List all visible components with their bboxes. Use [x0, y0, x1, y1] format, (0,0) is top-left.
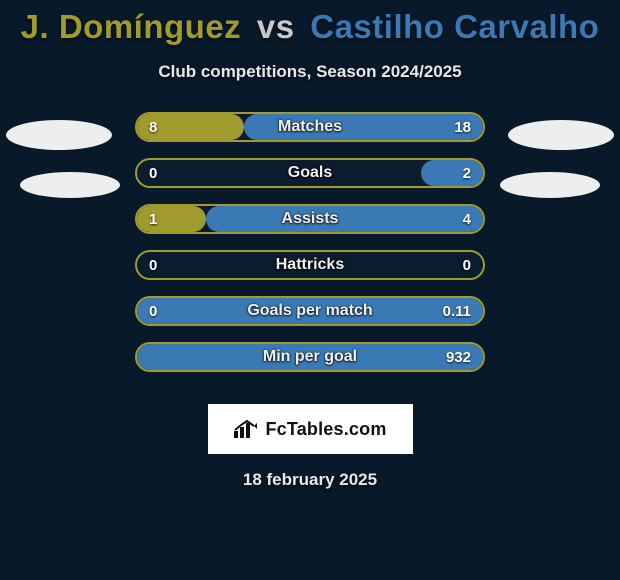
stat-bars-container: 818Matches02Goals14Assists00Hattricks00.…: [135, 112, 485, 388]
bar-fill-left: [137, 114, 244, 140]
stat-label: Hattricks: [137, 252, 483, 278]
stat-bar-row: 00.11Goals per match: [135, 296, 485, 326]
bar-fill-left: [137, 206, 206, 232]
avatar-placeholder-left-1: [6, 120, 112, 150]
bar-fill-right: [137, 344, 483, 370]
brand-box: FcTables.com: [208, 404, 413, 454]
brand-label: FcTables.com: [265, 419, 386, 440]
stat-bar-row: 0 0Hattricks: [135, 250, 485, 280]
avatar-placeholder-right-2: [500, 172, 600, 198]
stat-right-value: 0: [463, 252, 471, 278]
bar-fill-right: [137, 298, 483, 324]
stat-bar-row: 02Goals: [135, 158, 485, 188]
vs-label: vs: [257, 8, 295, 45]
subtitle: Club competitions, Season 2024/2025: [0, 62, 620, 82]
fctables-logo-icon: [233, 419, 259, 439]
bar-fill-right: [244, 114, 483, 140]
bar-fill-right: [421, 160, 483, 186]
stat-bar-row: 14Assists: [135, 204, 485, 234]
stat-bar-row: 932Min per goal: [135, 342, 485, 372]
bar-fill-right: [206, 206, 483, 232]
player1-name: J. Domínguez: [21, 8, 242, 45]
stat-bar-row: 818Matches: [135, 112, 485, 142]
footer-date: 18 february 2025: [0, 470, 620, 490]
comparison-title: J. Domínguez vs Castilho Carvalho: [0, 0, 620, 46]
player2-name: Castilho Carvalho: [310, 8, 599, 45]
stat-left-value: 0: [149, 160, 157, 186]
comparison-stage: 818Matches02Goals14Assists00Hattricks00.…: [0, 112, 620, 392]
avatar-placeholder-left-2: [20, 172, 120, 198]
stat-left-value: 0: [149, 252, 157, 278]
avatar-placeholder-right-1: [508, 120, 614, 150]
